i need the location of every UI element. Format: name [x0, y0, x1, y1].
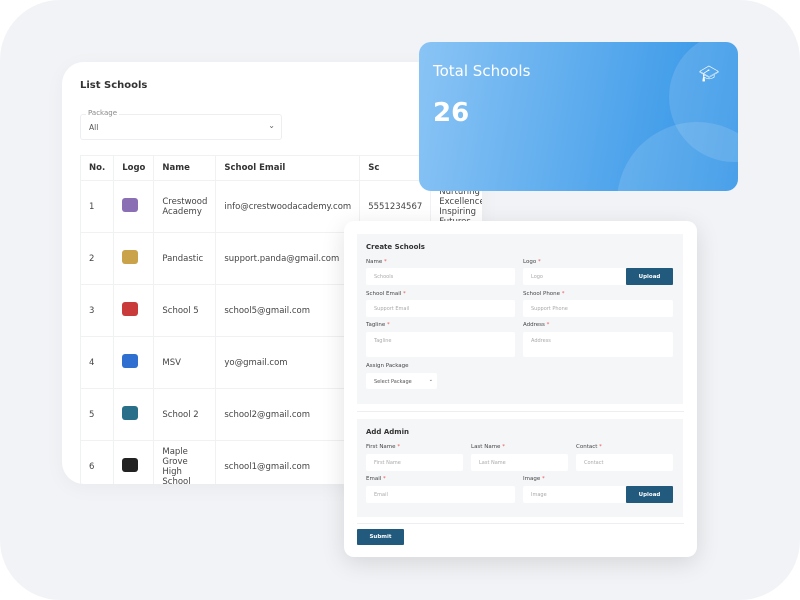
chevron-down-icon: ⌄ — [428, 377, 433, 383]
col-logo: Logo — [113, 155, 155, 181]
total-schools-card: Total Schools 26 🎓︎ — [419, 42, 738, 191]
row-no: 5 — [79, 388, 115, 441]
logo-upload-button[interactable]: Upload — [626, 268, 673, 285]
package-filter-label: Package — [86, 109, 120, 117]
decor-circle — [617, 122, 738, 191]
school-logo-image — [122, 406, 139, 420]
school-phone-label: School Phone * — [523, 291, 565, 297]
row-email: school1@gmail.com — [215, 440, 361, 484]
row-name: Pandastic — [153, 232, 217, 285]
graduation-cap-icon: 🎓︎ — [699, 64, 720, 83]
row-logo — [113, 284, 155, 337]
school-logo-image — [122, 354, 139, 368]
school-logo-image — [122, 250, 139, 264]
school-logo-image — [122, 302, 139, 316]
row-name: School 2 — [153, 388, 217, 441]
address-textarea[interactable]: Address — [523, 332, 673, 357]
admin-email-input[interactable]: Email — [366, 486, 515, 503]
row-logo — [113, 336, 155, 389]
row-logo — [113, 440, 155, 484]
contact-label: Contact * — [576, 444, 602, 450]
row-no: 1 — [79, 180, 115, 233]
row-no: 2 — [79, 232, 115, 285]
package-filter-value: All — [89, 123, 99, 132]
image-input[interactable]: Image — [523, 486, 626, 503]
row-name: MSV — [153, 336, 217, 389]
divider — [357, 523, 684, 524]
package-filter-select[interactable]: Package All ⌄ — [80, 109, 282, 140]
admin-title: Add Admin — [366, 428, 409, 436]
chevron-down-icon: ⌄ — [268, 121, 275, 130]
col-name: Name — [153, 155, 217, 181]
tagline-textarea[interactable]: Tagline — [366, 332, 515, 357]
row-no: 4 — [79, 336, 115, 389]
list-title: List Schools — [80, 80, 148, 91]
contact-input[interactable]: Contact — [576, 454, 673, 471]
school-email-input[interactable]: Support Email — [366, 300, 515, 317]
address-label: Address * — [523, 322, 550, 328]
create-school-form: Create Schools Name * Schools Logo * Log… — [344, 221, 697, 557]
tagline-label: Tagline * — [366, 322, 390, 328]
image-upload-button[interactable]: Upload — [626, 486, 673, 503]
last-name-input[interactable]: Last Name — [471, 454, 568, 471]
last-name-label: Last Name * — [471, 444, 505, 450]
package-select[interactable]: Select Package ⌄ — [366, 373, 437, 389]
school-email-label: School Email * — [366, 291, 406, 297]
name-input[interactable]: Schools — [366, 268, 515, 285]
stat-title: Total Schools — [433, 62, 531, 80]
row-logo — [113, 180, 155, 233]
stat-value: 26 — [433, 98, 470, 128]
row-no: 6 — [79, 440, 115, 484]
row-email: yo@gmail.com — [215, 336, 361, 389]
row-name: Maple Grove High School — [153, 440, 217, 484]
col-no: No. — [79, 155, 115, 181]
row-email: info@crestwoodacademy.com — [215, 180, 361, 233]
logo-input[interactable]: Logo — [523, 268, 626, 285]
row-email: school2@gmail.com — [215, 388, 361, 441]
row-no: 3 — [79, 284, 115, 337]
package-label: Assign Package — [366, 363, 409, 369]
school-phone-input[interactable]: Support Phone — [523, 300, 673, 317]
row-name: Crestwood Academy — [153, 180, 217, 233]
row-logo — [113, 388, 155, 441]
row-email: school5@gmail.com — [215, 284, 361, 337]
first-name-input[interactable]: First Name — [366, 454, 463, 471]
name-label: Name * — [366, 259, 387, 265]
first-name-label: First Name * — [366, 444, 401, 450]
row-name: School 5 — [153, 284, 217, 337]
row-logo — [113, 232, 155, 285]
create-title: Create Schools — [366, 243, 425, 251]
divider — [357, 411, 684, 412]
admin-email-label: Email * — [366, 476, 386, 482]
submit-button[interactable]: Submit — [357, 529, 404, 545]
image-label: Image * — [523, 476, 545, 482]
school-logo-image — [122, 458, 139, 472]
logo-label: Logo * — [523, 259, 541, 265]
col-email: School Email — [215, 155, 361, 181]
school-logo-image — [122, 198, 139, 212]
row-email: support.panda@gmail.com — [215, 232, 361, 285]
table-row: 1 Crestwood Academy info@crestwoodacadem… — [79, 180, 482, 233]
